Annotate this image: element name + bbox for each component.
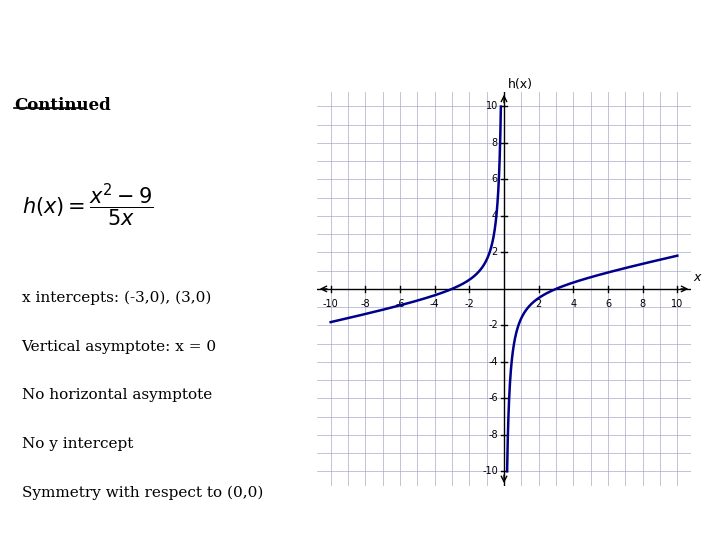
Text: – Slide #25  Section 11.3: – Slide #25 Section 11.3 bbox=[277, 516, 451, 530]
Text: 6: 6 bbox=[492, 174, 498, 184]
Text: -8: -8 bbox=[488, 430, 498, 440]
Text: -6: -6 bbox=[395, 299, 405, 309]
Text: 4: 4 bbox=[492, 211, 498, 221]
Text: 8: 8 bbox=[492, 138, 498, 148]
Text: 6: 6 bbox=[605, 299, 611, 309]
Text: No y intercept: No y intercept bbox=[22, 437, 133, 451]
Text: 8: 8 bbox=[639, 299, 646, 309]
Text: x intercepts: (-3,0), (3,0): x intercepts: (-3,0), (3,0) bbox=[22, 291, 211, 306]
Text: -2: -2 bbox=[488, 320, 498, 330]
Text: 2: 2 bbox=[492, 247, 498, 258]
Text: -4: -4 bbox=[488, 357, 498, 367]
Text: Continued: Continued bbox=[14, 97, 111, 114]
Text: No horizontal asymptote: No horizontal asymptote bbox=[22, 388, 212, 402]
Text: -8: -8 bbox=[361, 299, 370, 309]
Text: -10: -10 bbox=[323, 299, 338, 309]
Text: Vertical asymptote: x = 0: Vertical asymptote: x = 0 bbox=[22, 340, 217, 354]
Text: h(x): h(x) bbox=[508, 78, 534, 91]
Text: -4: -4 bbox=[430, 299, 439, 309]
Text: Graphing Rational Functions: Graphing Rational Functions bbox=[11, 23, 459, 54]
Text: -6: -6 bbox=[488, 394, 498, 403]
Text: Blitzer,: Blitzer, bbox=[9, 516, 55, 530]
Text: -2: -2 bbox=[464, 299, 474, 309]
Text: 2: 2 bbox=[536, 299, 541, 309]
Text: $h(x) = \dfrac{x^2 - 9}{5x}$: $h(x) = \dfrac{x^2 - 9}{5x}$ bbox=[22, 181, 153, 229]
Text: 10: 10 bbox=[486, 102, 498, 111]
Text: 10: 10 bbox=[671, 299, 683, 309]
Text: -10: -10 bbox=[482, 467, 498, 476]
Text: Algebra for College Students, 6e: Algebra for College Students, 6e bbox=[45, 516, 269, 530]
Text: Symmetry with respect to (0,0): Symmetry with respect to (0,0) bbox=[22, 485, 263, 500]
Text: x: x bbox=[693, 271, 701, 285]
Text: 4: 4 bbox=[570, 299, 577, 309]
